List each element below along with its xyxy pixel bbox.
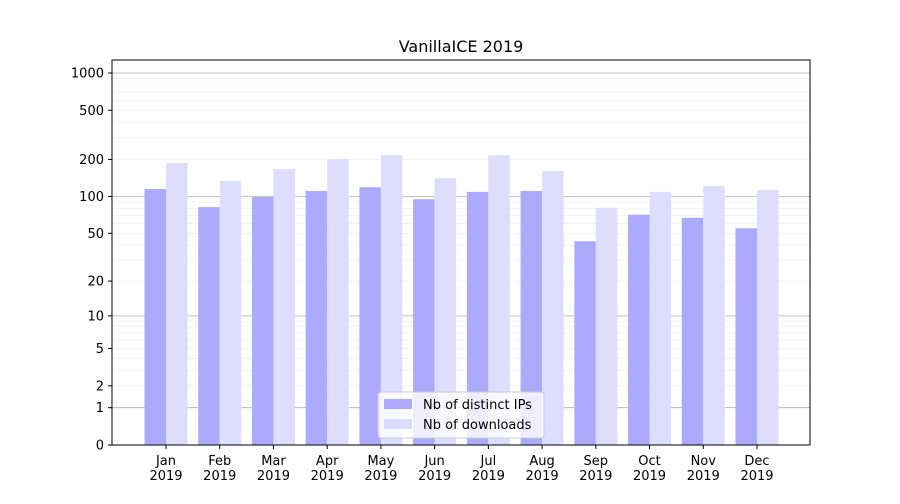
x-tick-label: 2019 bbox=[633, 469, 666, 484]
x-tick-label: Sep bbox=[584, 454, 609, 469]
x-tick-label: 2019 bbox=[740, 469, 773, 484]
x-tick-label: Mar bbox=[261, 454, 286, 469]
legend-swatch bbox=[384, 419, 412, 429]
bar-downloads bbox=[649, 191, 672, 445]
x-tick-label: Apr bbox=[316, 454, 339, 469]
x-tick-label: 2019 bbox=[257, 469, 290, 484]
bar-distinct-ips bbox=[628, 214, 650, 445]
legend-swatch bbox=[384, 399, 412, 409]
x-tick-label: Dec bbox=[744, 454, 769, 469]
bar-downloads bbox=[542, 171, 564, 446]
legend-label: Nb of distinct IPs bbox=[423, 398, 532, 413]
bar-downloads bbox=[703, 185, 725, 445]
y-tick-label: 500 bbox=[79, 104, 104, 119]
bar-distinct-ips bbox=[144, 189, 166, 445]
bar-downloads bbox=[595, 207, 618, 445]
bar-downloads bbox=[327, 159, 349, 445]
x-tick-label: Jan bbox=[155, 454, 176, 469]
y-tick-label: 1000 bbox=[71, 67, 104, 82]
bar-distinct-ips bbox=[574, 241, 596, 445]
y-tick-label: 50 bbox=[87, 227, 104, 242]
y-tick-label: 20 bbox=[87, 275, 104, 290]
x-tick-label: 2019 bbox=[311, 469, 344, 484]
y-tick-label: 5 bbox=[96, 342, 104, 357]
x-tick-label: May bbox=[367, 454, 394, 469]
y-tick-label: 0 bbox=[96, 439, 104, 454]
bar-distinct-ips bbox=[681, 217, 704, 445]
y-tick-label: 100 bbox=[79, 190, 104, 205]
bar-distinct-ips bbox=[359, 187, 381, 446]
bar-downloads bbox=[434, 178, 457, 446]
bar-distinct-ips bbox=[198, 207, 220, 445]
bar-downloads bbox=[273, 169, 295, 445]
bar-distinct-ips bbox=[520, 190, 543, 445]
legend-box bbox=[377, 391, 545, 439]
x-tick-label: 2019 bbox=[472, 469, 505, 484]
axes-frame bbox=[111, 59, 811, 446]
bar-downloads bbox=[166, 163, 188, 445]
x-tick-label: Jun bbox=[423, 454, 444, 469]
x-tick-label: 2019 bbox=[418, 469, 451, 484]
bar-downloads bbox=[488, 155, 510, 445]
x-tick-label: Feb bbox=[208, 454, 231, 469]
bar-distinct-ips bbox=[735, 228, 757, 445]
chart-title: VanillaICE 2019 bbox=[399, 37, 524, 56]
y-tick-label: 2 bbox=[96, 379, 104, 394]
x-tick-label: 2019 bbox=[203, 469, 236, 484]
bar-distinct-ips bbox=[251, 197, 274, 445]
bar-distinct-ips bbox=[413, 199, 435, 445]
bar-downloads bbox=[757, 189, 779, 445]
bar-distinct-ips bbox=[466, 191, 489, 445]
x-tick-label: 2019 bbox=[526, 469, 559, 484]
legend-label: Nb of downloads bbox=[423, 418, 532, 433]
y-tick-label: 200 bbox=[79, 153, 104, 168]
x-tick-label: 2019 bbox=[579, 469, 612, 484]
x-tick-label: Oct bbox=[638, 454, 660, 469]
y-tick-label: 10 bbox=[87, 309, 104, 324]
x-tick-label: Jul bbox=[480, 454, 497, 469]
x-tick-label: 2019 bbox=[149, 469, 182, 484]
x-tick-label: 2019 bbox=[364, 469, 397, 484]
y-tick-label: 1 bbox=[96, 401, 104, 416]
x-tick-label: 2019 bbox=[687, 469, 720, 484]
bar-distinct-ips bbox=[305, 190, 328, 445]
bar-downloads bbox=[380, 155, 403, 445]
x-tick-label: Nov bbox=[691, 454, 717, 469]
x-tick-label: Aug bbox=[529, 454, 554, 469]
bar-downloads bbox=[219, 180, 242, 445]
